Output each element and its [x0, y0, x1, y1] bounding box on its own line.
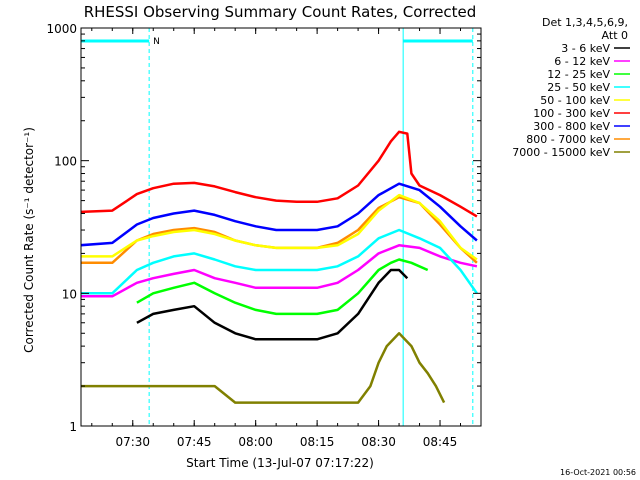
y-axis-ticks: 1 10 100 1000: [46, 22, 481, 434]
legend-header-line-2: Att 0: [602, 29, 628, 42]
y-tick-label: 10: [62, 287, 77, 301]
x-tick-label: 08:00: [238, 435, 273, 449]
legend-label: 3 - 6 keV: [561, 42, 610, 55]
night-day-markers: [81, 28, 474, 426]
y-tick-label: 100: [54, 155, 77, 169]
chart-title: RHESSI Observing Summary Count Rates, Co…: [84, 3, 477, 21]
series-lines: [81, 130, 478, 404]
y-axis-label: Corrected Count Rate (s⁻¹ detector⁻¹): [22, 127, 36, 353]
y-tick-label: 1000: [46, 22, 77, 36]
x-tick-label: 08:15: [300, 435, 335, 449]
series-line-6-12-kev: [81, 244, 478, 298]
x-tick-label: 08:30: [361, 435, 396, 449]
night-marker-label: N: [153, 37, 160, 47]
x-tick-label: 07:45: [177, 435, 212, 449]
legend-label: 100 - 300 keV: [533, 107, 610, 120]
y-tick-label: 1: [69, 420, 77, 434]
legend-label: 6 - 12 keV: [554, 55, 610, 68]
legend-label: 7000 - 15000 keV: [512, 146, 610, 159]
x-axis-ticks: 07:30 07:45 08:00 08:15 08:30 08:45: [91, 28, 482, 449]
series-line-12-25-kev: [136, 258, 429, 316]
series-line-7000-15000-kev: [81, 332, 446, 404]
legend-label: 50 - 100 keV: [540, 94, 610, 107]
series-line-25-50-kev: [81, 228, 478, 295]
series-line-50-100-kev: [81, 193, 478, 261]
series-line-300-800-kev: [81, 182, 478, 247]
legend-label: 25 - 50 keV: [547, 81, 610, 94]
footer-timestamp: 16-Oct-2021 00:56: [560, 468, 636, 477]
x-axis-label: Start Time (13-Jul-07 07:17:22): [186, 456, 374, 470]
legend-label: 300 - 800 keV: [533, 120, 610, 133]
legend-label: 12 - 25 keV: [547, 68, 610, 81]
legend-header-line-1: Det 1,3,4,5,6,9,: [542, 16, 628, 29]
plot-area: 07:30 07:45 08:00 08:15 08:30 08:45 1 10 100 100…: [46, 22, 482, 449]
x-tick-label: 08:45: [423, 435, 458, 449]
legend-label: 800 - 7000 keV: [526, 133, 610, 146]
series-line-3-6-kev: [136, 268, 409, 341]
plot-frame: [80, 27, 482, 427]
series-line-100-300-kev: [81, 130, 478, 218]
x-tick-label: 07:30: [115, 435, 150, 449]
